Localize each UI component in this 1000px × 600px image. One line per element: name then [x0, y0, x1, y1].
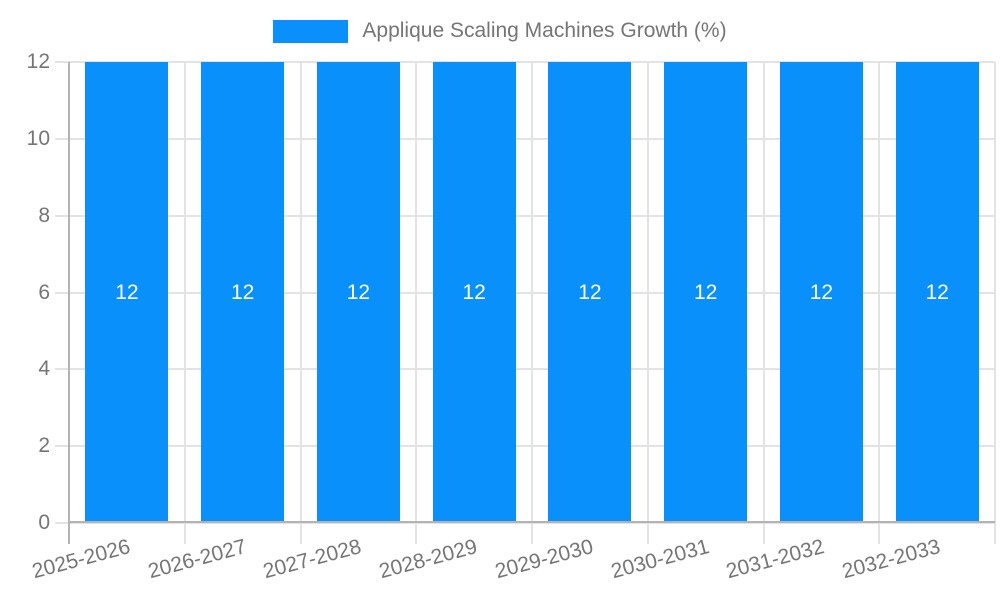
y-gridline: [55, 137, 995, 140]
x-gridline: [878, 62, 881, 544]
y-axis-tick-label: 8: [38, 203, 50, 227]
x-axis-tick-label: 2028-2029: [376, 535, 480, 584]
x-gridline: [183, 62, 186, 544]
bar: 12: [548, 62, 632, 523]
x-axis-tick-label: 2026-2027: [145, 535, 249, 584]
x-axis-tick-label: 2027-2028: [261, 535, 365, 584]
x-axis-line: [69, 521, 995, 523]
x-gridline: [299, 62, 302, 544]
x-axis-tick-label: 2031-2032: [724, 535, 828, 584]
y-axis-tick-label: 2: [38, 434, 50, 458]
y-gridline: [55, 445, 995, 448]
y-axis-tick-label: 6: [38, 280, 50, 304]
bar-value-label: 12: [578, 280, 602, 304]
bar-value-label: 12: [230, 280, 255, 304]
y-gridline: [55, 291, 995, 294]
y-gridline: [55, 214, 995, 217]
bar: 12: [779, 62, 863, 523]
y-axis-line: [68, 62, 70, 544]
bar-value-label: 12: [462, 280, 486, 304]
y-gridline: [55, 368, 995, 371]
x-gridline: [762, 62, 765, 544]
y-axis-tick-label: 4: [38, 357, 50, 381]
x-axis-tick-label: 2025-2026: [29, 535, 133, 584]
x-axis-tick-label: 2029-2030: [492, 535, 596, 584]
y-gridline: [55, 522, 995, 524]
legend-label: Applique Scaling Machines Growth (%): [362, 19, 727, 42]
bar: 12: [664, 62, 748, 523]
bar-value-label: 12: [925, 280, 949, 304]
bar-value-label: 12: [693, 280, 718, 304]
legend-swatch-icon: [273, 19, 349, 43]
bar: 12: [201, 62, 285, 523]
y-axis-tick-label: 10: [26, 126, 50, 150]
x-gridline: [994, 62, 996, 544]
y-gridline: [55, 61, 995, 63]
bar-value-label: 12: [115, 280, 139, 304]
x-gridline: [415, 62, 418, 544]
x-axis-tick-label: 2030-2031: [608, 535, 712, 584]
y-axis-tick-label: 0: [38, 511, 50, 534]
bar: 12: [895, 62, 979, 523]
bar: 12: [316, 62, 400, 523]
bar: 12: [432, 62, 516, 523]
bar: 12: [85, 62, 169, 523]
x-axis-tick-label: 2032-2033: [839, 535, 943, 584]
x-gridline: [531, 62, 533, 544]
y-axis-tick-label: 12: [26, 50, 50, 73]
bar-value-label: 12: [346, 280, 371, 304]
x-gridline: [646, 62, 649, 544]
bar-value-label: 12: [809, 280, 834, 304]
legend: Applique Scaling Machines Growth (%): [0, 19, 1000, 43]
